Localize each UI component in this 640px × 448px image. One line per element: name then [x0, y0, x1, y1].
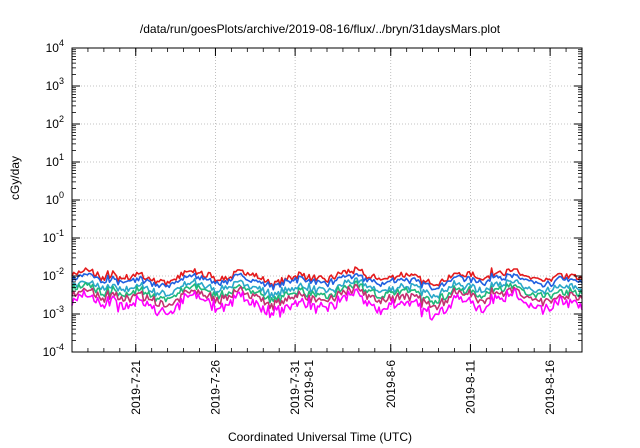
x-tick-label: 2019-7-31: [288, 360, 302, 415]
x-tick-labels: 2019-7-21 2019-7-26 2019-7-31 2019-8-1 2019-…: [129, 360, 557, 415]
x-tick-label: 2019-8-6: [384, 360, 398, 408]
data-series-line: [71, 284, 583, 311]
chart-title: /data/run/goesPlots/archive/2019-08-16/f…: [139, 22, 501, 36]
data-series-line: [71, 272, 583, 291]
x-tick-label: 2019-8-1: [302, 360, 316, 408]
y-tick-label: 100: [46, 190, 64, 207]
tick-marks: [71, 47, 583, 353]
series-group: [71, 266, 583, 321]
data-series-line: [71, 266, 583, 288]
y-tick-label: 104: [46, 38, 64, 55]
y-tick-label: 10-1: [43, 228, 64, 245]
data-series-line: [71, 288, 583, 321]
x-axis-label: Coordinated Universal Time (UTC): [227, 430, 413, 444]
x-tick-label: 2019-8-11: [463, 360, 477, 414]
y-tick-labels: 104 103 102 101 100 10-1 10-2 10-3 10-4: [43, 38, 64, 359]
y-tick-label: 102: [46, 114, 64, 131]
data-series-line: [71, 277, 583, 299]
data-series-line: [71, 280, 583, 306]
x-tick-label: 2019-7-26: [208, 360, 222, 415]
y-tick-label: 10-4: [43, 342, 64, 359]
grid-lines: [72, 47, 582, 353]
x-tick-label: 2019-7-21: [129, 360, 143, 415]
y-tick-label: 10-3: [43, 304, 64, 321]
x-tick-label: 2019-8-16: [543, 360, 557, 415]
y-tick-label: 101: [46, 152, 64, 169]
y-tick-label: 103: [46, 76, 64, 93]
y-tick-label: 10-2: [43, 266, 64, 283]
